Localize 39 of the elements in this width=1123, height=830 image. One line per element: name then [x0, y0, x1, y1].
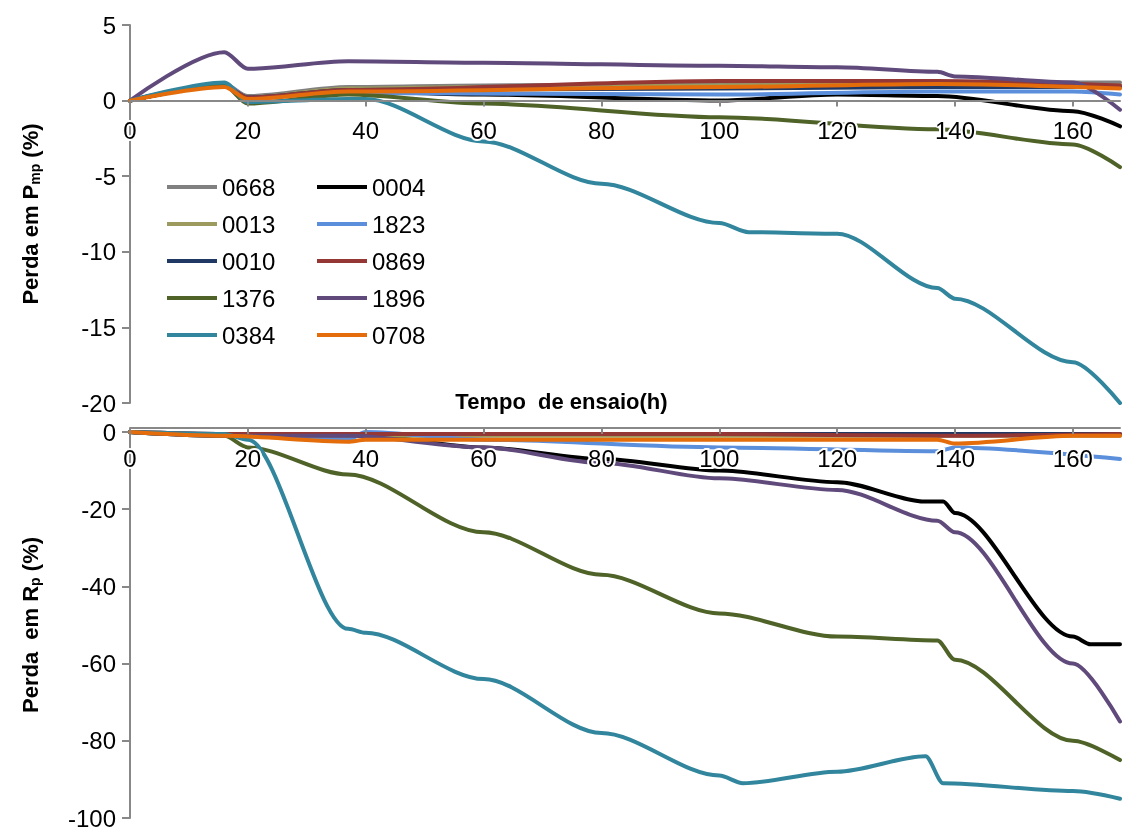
- legend-label: 0010: [222, 247, 276, 275]
- x-tick-label: 60: [470, 117, 497, 145]
- legend-label: 0004: [372, 173, 426, 201]
- x-tick-label: 0: [123, 117, 137, 145]
- legend-label: 0869: [372, 247, 426, 275]
- y-tick-label: -15: [81, 313, 116, 341]
- y-axis-title: Perda em Pmp (%): [17, 123, 43, 305]
- y-tick-label: -40: [81, 572, 116, 600]
- x-tick-label: 20: [234, 444, 262, 472]
- y-axis-title: Perda em Rp (%): [17, 536, 43, 714]
- y-tick-label: -80: [81, 727, 116, 755]
- y-tick-label: -20: [81, 389, 116, 417]
- y-tick-label: 0: [102, 418, 116, 446]
- x-tick-label: 40: [352, 444, 380, 472]
- x-tick-label: 140: [934, 444, 976, 472]
- y-tick-label: 0: [102, 87, 116, 115]
- legend-label: 0668: [222, 173, 276, 201]
- y-tick-label: -60: [81, 650, 116, 678]
- x-tick-label: 100: [699, 117, 740, 145]
- y-tick-label: -20: [81, 495, 116, 523]
- legend-label: 1823: [372, 210, 426, 238]
- x-tick-label: 160: [1052, 117, 1093, 145]
- y-tick-label: 5: [102, 11, 116, 39]
- legend-label: 1376: [222, 284, 276, 312]
- x-axis-title: Tempo de ensaio(h): [455, 388, 668, 414]
- x-tick-label: 0: [123, 444, 137, 472]
- x-tick-label: 80: [588, 117, 615, 145]
- y-tick-label: -5: [94, 162, 116, 190]
- legend-label: 0708: [372, 321, 426, 349]
- legend-label: 0384: [222, 321, 276, 349]
- legend-label: 1896: [372, 284, 426, 312]
- y-tick-label: -10: [81, 238, 116, 266]
- x-tick-label: 40: [352, 117, 380, 145]
- x-tick-label: 60: [470, 444, 497, 472]
- legend-label: 0013: [222, 210, 276, 238]
- x-tick-label: 120: [817, 444, 858, 472]
- x-tick-label: 100: [699, 444, 740, 472]
- x-tick-label: 20: [234, 117, 262, 145]
- y-tick-label: -100: [67, 804, 116, 830]
